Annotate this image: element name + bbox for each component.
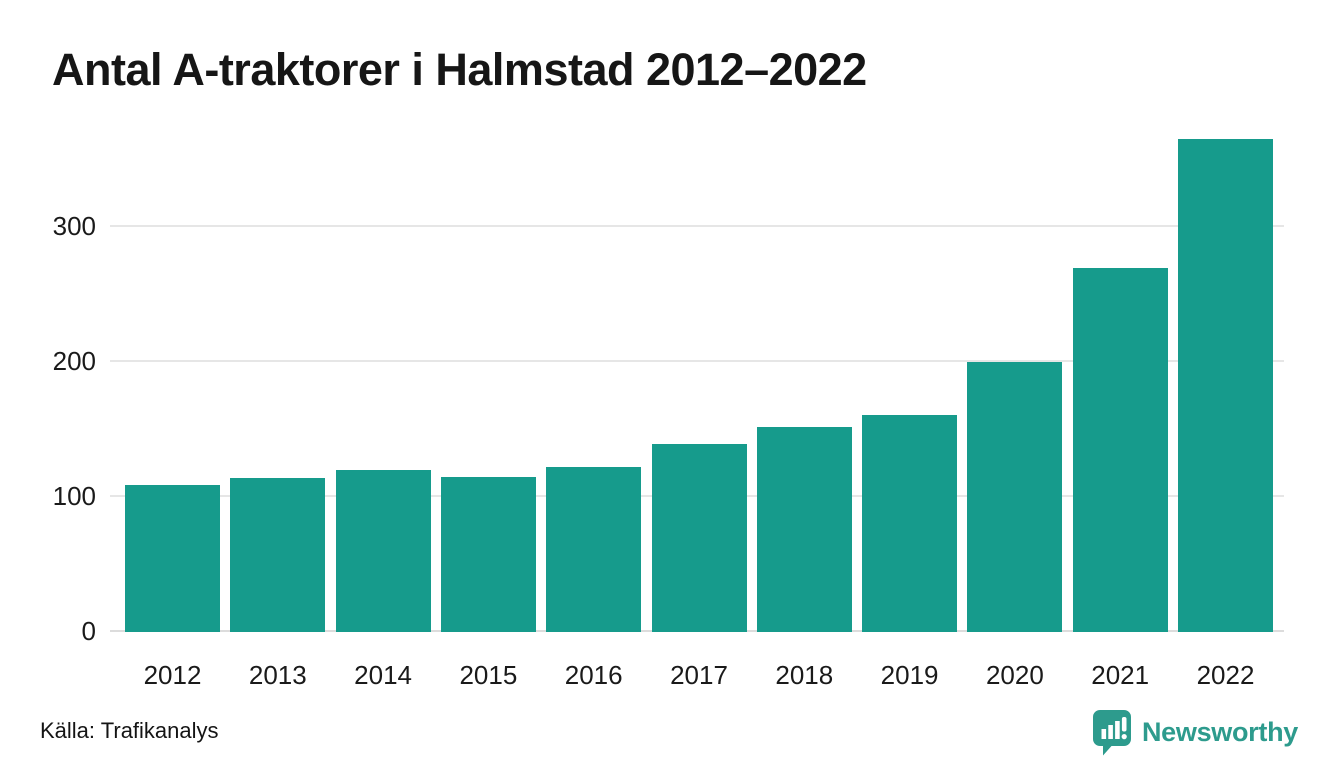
bar-2018 [756,426,852,632]
y-axis-tick-200: 200 [52,346,96,377]
newsworthy-logo: Newsworthy [1091,708,1298,757]
x-axis-tick-2019: 2019 [880,660,939,690]
x-axis-tick-2017: 2017 [670,660,728,690]
gridline-y-200 [110,360,1284,363]
bar-2014 [335,470,431,632]
bar-2016 [546,467,642,632]
x-axis-tick-2021: 2021 [1091,660,1150,690]
x-axis-tick-2016: 2016 [564,660,623,690]
newsworthy-bubble-chart-icon [1091,708,1133,757]
x-axis-tick-2014: 2014 [354,660,413,690]
bar-2017 [651,444,747,632]
y-axis-tick-300: 300 [52,211,96,242]
bar-2013 [230,478,326,632]
newsworthy-wordmark: Newsworthy [1141,717,1298,747]
bar-chart-plot-area: 0 100 200 300 2012 2013 2014 2015 2016 2017 2018 20… [53,130,1284,690]
bar-2020 [967,362,1063,632]
x-axis-tick-2015: 2015 [459,660,518,690]
y-axis-tick-100: 100 [52,481,96,512]
bar-2019 [862,414,958,632]
gridline-y-300 [110,225,1284,228]
x-axis-tick-2020: 2020 [985,660,1044,690]
source-note: Källa: Trafikanalys [40,718,219,743]
x-axis-tick-2013: 2013 [248,660,307,690]
x-axis-tick-2022: 2022 [1196,660,1255,690]
bar-2022 [1178,139,1273,632]
x-axis-tick-2018: 2018 [775,660,834,690]
bar-2021 [1072,267,1168,632]
bar-2012 [125,484,220,632]
bar-2015 [440,476,536,632]
x-axis-tick-2012: 2012 [143,660,202,690]
chart-title: Antal A-traktorer i Halmstad 2012–2022 [52,44,867,95]
y-axis-tick-0: 0 [81,616,96,646]
